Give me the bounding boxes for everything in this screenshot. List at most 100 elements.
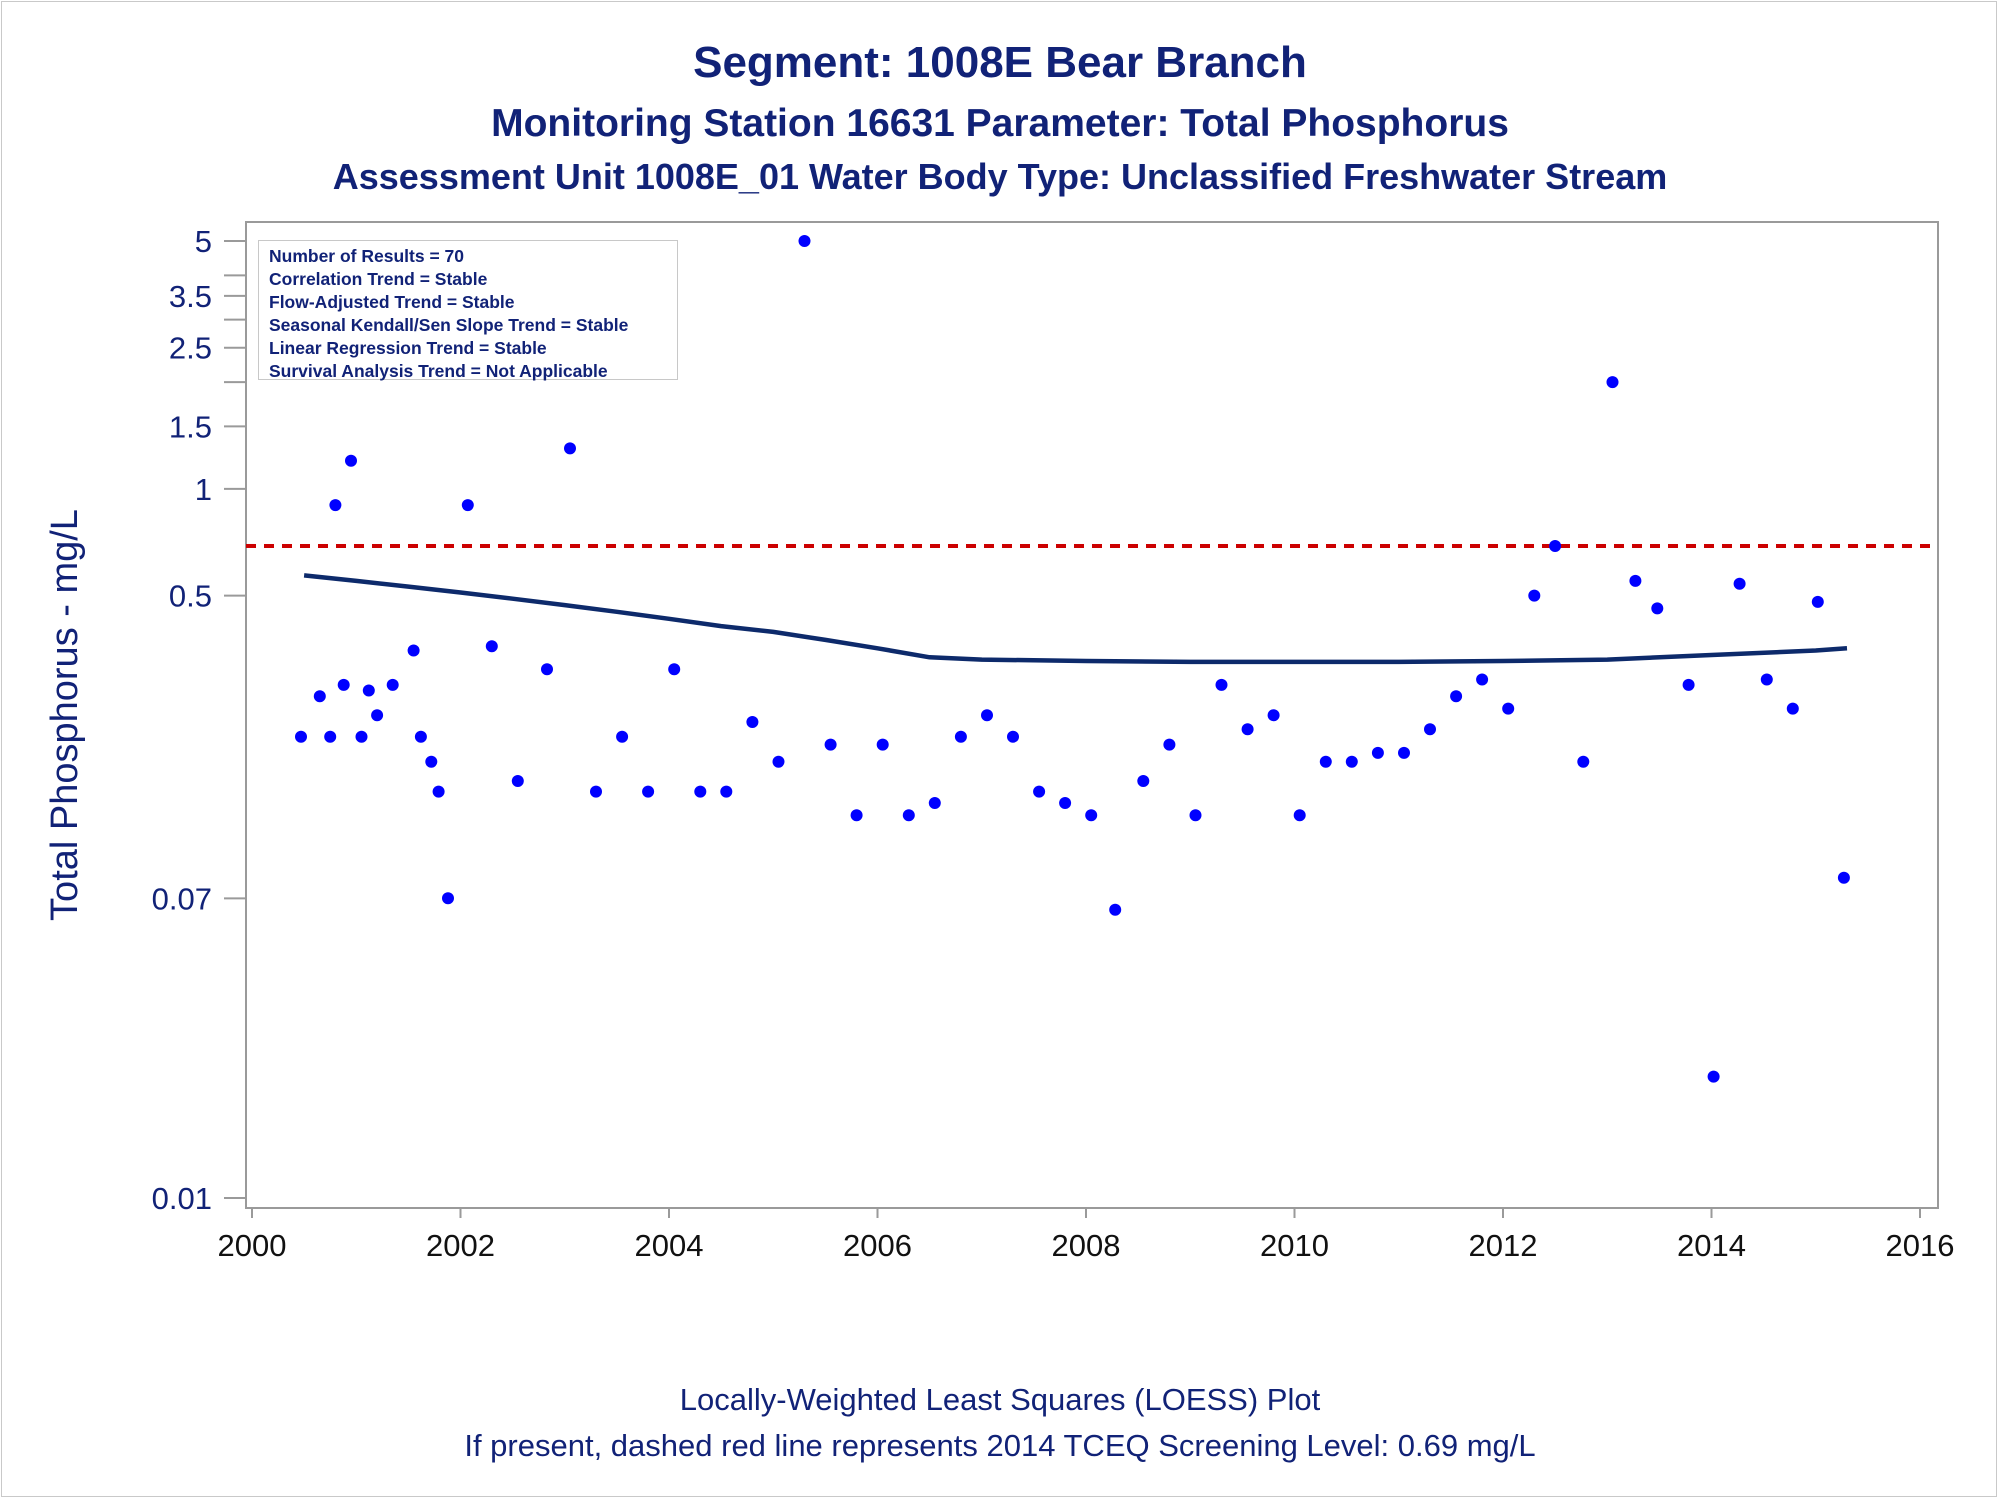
data-point bbox=[371, 709, 384, 722]
data-point bbox=[616, 730, 629, 743]
x-tick-label: 2010 bbox=[1260, 1228, 1329, 1263]
data-point bbox=[541, 663, 553, 676]
data-point bbox=[1241, 723, 1254, 736]
y-tick-label: 3.5 bbox=[169, 279, 212, 314]
data-point bbox=[1837, 871, 1850, 884]
data-point bbox=[902, 809, 915, 822]
data-point bbox=[1163, 738, 1176, 751]
data-point bbox=[425, 755, 438, 768]
data-point bbox=[295, 730, 307, 743]
x-tick-label: 2006 bbox=[843, 1228, 912, 1263]
data-point bbox=[414, 730, 427, 743]
data-point bbox=[355, 730, 368, 743]
data-point bbox=[1137, 775, 1150, 787]
data-point bbox=[324, 730, 337, 743]
data-point bbox=[485, 640, 498, 653]
footnote-loess: Locally-Weighted Least Squares (LOESS) P… bbox=[679, 1382, 1321, 1417]
data-point bbox=[720, 785, 733, 798]
stat-correlation-trend: Correlation Trend = Stable bbox=[269, 269, 488, 289]
data-point bbox=[1682, 678, 1695, 691]
data-point bbox=[590, 785, 602, 798]
data-point bbox=[1085, 809, 1098, 822]
data-point bbox=[850, 809, 863, 822]
data-point bbox=[824, 738, 837, 751]
data-point bbox=[1398, 746, 1410, 759]
x-tick-label: 2000 bbox=[218, 1228, 287, 1263]
stat-flow-adjusted-trend: Flow-Adjusted Trend = Stable bbox=[269, 292, 515, 312]
data-point bbox=[981, 709, 993, 722]
data-point bbox=[1811, 595, 1824, 608]
data-point bbox=[928, 797, 941, 809]
plot-area bbox=[245, 221, 1939, 1209]
x-tick-label: 2008 bbox=[1052, 1228, 1121, 1263]
data-point bbox=[668, 663, 681, 676]
data-point bbox=[432, 785, 445, 798]
data-point bbox=[407, 644, 420, 657]
data-point bbox=[442, 892, 454, 905]
data-point bbox=[1450, 690, 1463, 703]
footnote-screening-level: If present, dashed red line represents 2… bbox=[464, 1428, 1536, 1463]
data-point bbox=[329, 499, 342, 512]
x-tick-label: 2004 bbox=[635, 1228, 704, 1263]
data-point bbox=[772, 755, 785, 768]
stat-seasonal-kendall-trend: Seasonal Kendall/Sen Slope Trend = Stabl… bbox=[269, 315, 629, 335]
data-point bbox=[746, 716, 759, 728]
data-point bbox=[1189, 809, 1202, 822]
data-point bbox=[1319, 755, 1332, 768]
y-tick-label: 5 bbox=[195, 224, 212, 259]
chart-title: Segment: 1008E Bear Branch bbox=[693, 38, 1307, 87]
data-point bbox=[1345, 755, 1358, 768]
data-point bbox=[954, 730, 967, 743]
data-point bbox=[337, 678, 350, 691]
data-point bbox=[1502, 702, 1515, 715]
y-tick-label: 2.5 bbox=[169, 331, 212, 366]
y-tick-label: 0.01 bbox=[152, 1181, 212, 1216]
data-point bbox=[1707, 1070, 1720, 1083]
data-point bbox=[1371, 746, 1384, 759]
data-point bbox=[1267, 709, 1280, 722]
data-point bbox=[1651, 602, 1664, 615]
data-point bbox=[1424, 723, 1436, 736]
y-axis-label: Total Phosphorus - mg/L bbox=[44, 509, 86, 921]
data-point bbox=[1577, 755, 1590, 768]
y-tick-label: 0.07 bbox=[152, 881, 212, 916]
y-tick-label: 1 bbox=[195, 472, 212, 507]
data-point bbox=[1215, 678, 1228, 691]
data-point bbox=[1528, 589, 1541, 602]
x-tick-label: 2002 bbox=[426, 1228, 495, 1263]
data-point bbox=[1033, 785, 1046, 798]
y-tick-label: 0.5 bbox=[169, 579, 212, 614]
stat-linear-regression-trend: Linear Regression Trend = Stable bbox=[269, 338, 547, 358]
data-point bbox=[694, 785, 707, 798]
x-tick-label: 2012 bbox=[1469, 1228, 1538, 1263]
data-point bbox=[362, 684, 375, 697]
data-point bbox=[1760, 673, 1773, 686]
loess-line bbox=[303, 573, 1848, 665]
data-point bbox=[642, 785, 655, 798]
chart-subtitle-assessment: Assessment Unit 1008E_01 Water Body Type… bbox=[332, 156, 1668, 197]
data-point bbox=[1109, 903, 1122, 916]
data-point bbox=[461, 499, 474, 512]
data-point bbox=[1549, 540, 1562, 552]
data-point bbox=[1786, 702, 1799, 715]
data-point bbox=[564, 442, 576, 455]
trend-stats-box: Number of Results = 70 Correlation Trend… bbox=[258, 240, 678, 381]
data-point bbox=[1606, 376, 1619, 389]
x-tick-label: 2014 bbox=[1677, 1228, 1746, 1263]
data-point bbox=[313, 690, 326, 703]
data-point bbox=[345, 454, 357, 467]
chart-subtitle-station: Monitoring Station 16631 Parameter: Tota… bbox=[491, 102, 1509, 145]
data-point bbox=[1476, 673, 1489, 686]
data-point bbox=[1007, 730, 1019, 743]
data-point bbox=[798, 235, 811, 247]
x-tick-label: 2016 bbox=[1886, 1228, 1955, 1263]
data-point bbox=[1059, 797, 1072, 809]
data-point bbox=[1629, 574, 1642, 587]
data-point bbox=[1733, 577, 1746, 590]
data-point bbox=[876, 738, 889, 751]
stat-survival-analysis-trend: Survival Analysis Trend = Not Applicable bbox=[269, 361, 608, 381]
data-point bbox=[511, 775, 524, 787]
data-point bbox=[386, 678, 399, 691]
